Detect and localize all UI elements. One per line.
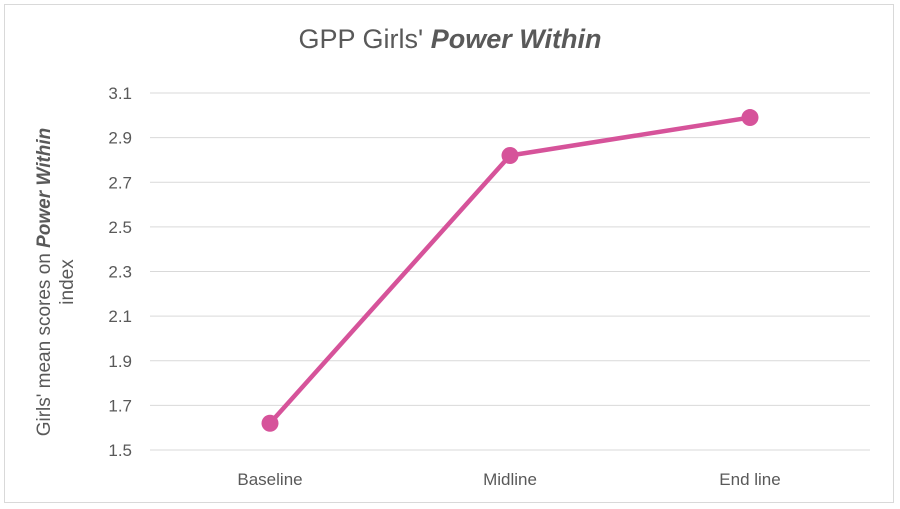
chart-title-emphasis: Power Within	[430, 24, 602, 54]
data-point	[261, 414, 279, 432]
y-tick-label: 2.7	[108, 173, 132, 192]
y-tick-label: 2.1	[108, 307, 132, 326]
data-point	[501, 146, 519, 164]
y-tick-label: 2.5	[108, 218, 132, 237]
y-tick-label: 3.1	[108, 84, 132, 103]
x-tick-label: Baseline	[237, 470, 302, 489]
x-tick-label: Midline	[483, 470, 537, 489]
series-group	[261, 109, 759, 432]
data-point	[741, 109, 759, 127]
chart-title-prefix: GPP Girls'	[298, 24, 431, 54]
y-tick-label: 2.9	[108, 129, 132, 148]
y-tick-label: 1.5	[108, 441, 132, 460]
chart-title: GPP Girls' Power Within	[0, 24, 900, 55]
x-tick-label: End line	[719, 470, 780, 489]
y-tick-label: 1.7	[108, 396, 132, 415]
y-tick-label: 2.3	[108, 263, 132, 282]
gridlines	[150, 92, 870, 451]
y-tick-label: 1.9	[108, 352, 132, 371]
y-tick-labels: 1.5 1.7 1.9 2.1 2.3 2.5 2.7 2.9 3.1	[108, 84, 132, 460]
chart-frame	[4, 4, 894, 503]
x-tick-labels: Baseline Midline End line	[237, 470, 780, 489]
